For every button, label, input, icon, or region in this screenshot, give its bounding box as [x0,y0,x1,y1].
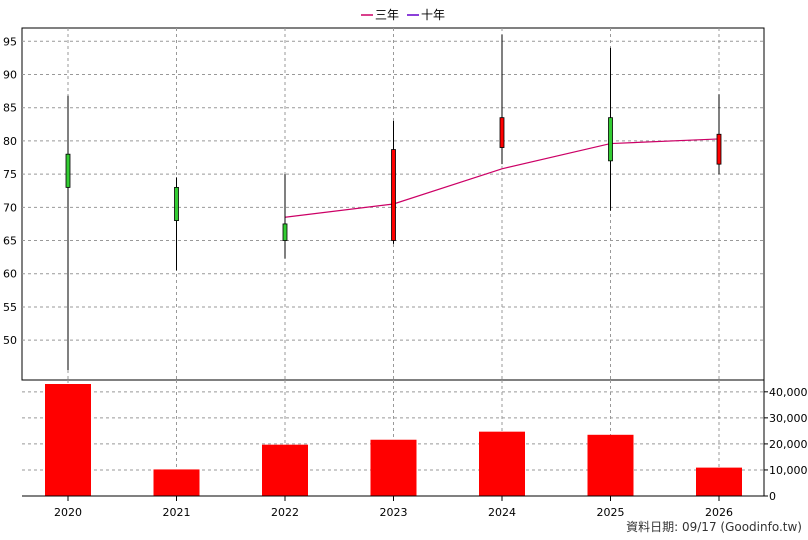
volume-tick-label: 40,000 [769,386,808,399]
price-tick-label: 50 [3,334,17,347]
price-tick-label: 55 [3,301,17,314]
footer-source: 資料日期: 09/17 (Goodinfo.tw) [626,520,802,534]
price-tick-label: 60 [3,268,17,281]
legend-label-ten-year: 十年 [421,8,445,22]
price-tick-label: 70 [3,201,17,214]
candle-body [282,223,288,241]
volume-tick-label: 30,000 [769,412,808,425]
volume-bar [479,431,525,496]
volume-bar [262,444,308,496]
price-tick-label: 75 [3,168,17,181]
volume-tick-label: 10,000 [769,464,808,477]
x-tick-label: 2022 [271,506,299,519]
volume-bar [696,467,742,496]
volume-bar [45,384,91,496]
volume-axis: 0 10,000 20,000 30,000 40,000 [763,380,808,503]
candle-body [391,149,396,241]
x-axis: 2020 2021 2022 2023 2024 2025 2026 [22,495,764,519]
legend: 三年 十年 [361,8,445,22]
price-axis: 50 55 60 65 70 75 80 85 90 95 [3,35,17,347]
volume-tick-label: 0 [769,490,776,503]
x-tick-label: 2026 [705,506,733,519]
candle-body [174,186,179,222]
x-tick-label: 2023 [380,506,408,519]
candle-body [716,133,722,165]
price-tick-label: 95 [3,35,17,48]
volume-bars [45,384,742,496]
x-tick-label: 2021 [163,506,191,519]
candle-body [608,117,613,162]
legend-label-three-year: 三年 [375,8,399,22]
volume-tick-label: 20,000 [769,438,808,451]
price-tick-label: 65 [3,235,17,248]
price-tick-label: 80 [3,135,17,148]
volume-bar [587,434,634,496]
x-tick-label: 2024 [488,506,516,519]
volume-bar [153,469,200,496]
x-tick-label: 2025 [597,506,625,519]
x-tick-label: 2020 [54,506,82,519]
price-tick-label: 90 [3,68,17,81]
three-year-series-line [284,138,720,218]
three-year-line [284,138,720,218]
candle-body [65,153,71,188]
volume-bar [370,439,417,496]
price-tick-label: 85 [3,102,17,115]
candlesticks [65,34,722,371]
candle-body [499,117,505,148]
